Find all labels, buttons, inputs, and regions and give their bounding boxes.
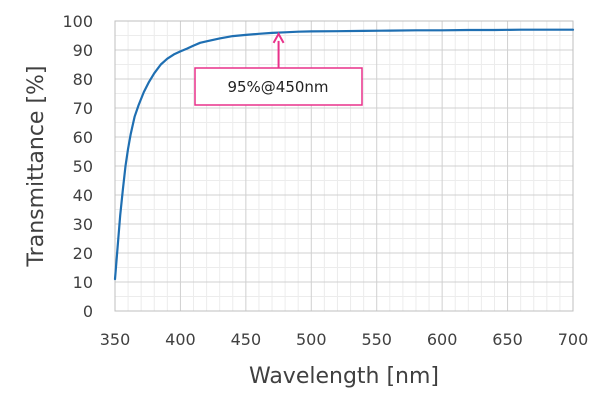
- x-tick-label: 650: [492, 330, 523, 349]
- x-tick-labels: 350 400 450 500 550 600 650 700: [100, 330, 589, 349]
- annotation-arrow-head: [272, 31, 285, 44]
- plot-frame: [114, 20, 574, 312]
- annotations: 95%@450nm: [194, 31, 363, 106]
- x-axis-title: Wavelength [nm]: [249, 364, 439, 389]
- y-tick-label: 90: [73, 41, 93, 60]
- y-tick-labels: 0 10 20 30 40 50 60 70 80 90 100: [62, 12, 93, 321]
- annotation-text: 95%@450nm: [227, 78, 328, 96]
- y-tick-label: 100: [62, 12, 93, 31]
- x-tick-label: 600: [427, 330, 458, 349]
- x-tick-label: 500: [296, 330, 327, 349]
- x-tick-label: 400: [165, 330, 196, 349]
- x-tick-label: 350: [100, 330, 131, 349]
- annotation-box: [194, 67, 363, 106]
- x-tick-label: 550: [361, 330, 392, 349]
- y-tick-label: 60: [73, 128, 93, 147]
- transmittance-series-line: [113, 28, 575, 281]
- y-tick-label: 50: [73, 157, 93, 176]
- y-tick-label: 30: [73, 215, 93, 234]
- x-tick-label: 450: [231, 330, 262, 349]
- y-tick-label: 40: [73, 186, 93, 205]
- x-tick-label: 700: [558, 330, 589, 349]
- y-tick-label: 0: [83, 302, 93, 321]
- y-axis-title: Transmittance [%]: [24, 65, 49, 267]
- y-tick-label: 10: [73, 273, 93, 292]
- y-tick-label: 20: [73, 244, 93, 263]
- y-tick-label: 80: [73, 70, 93, 89]
- y-tick-label: 70: [73, 99, 93, 118]
